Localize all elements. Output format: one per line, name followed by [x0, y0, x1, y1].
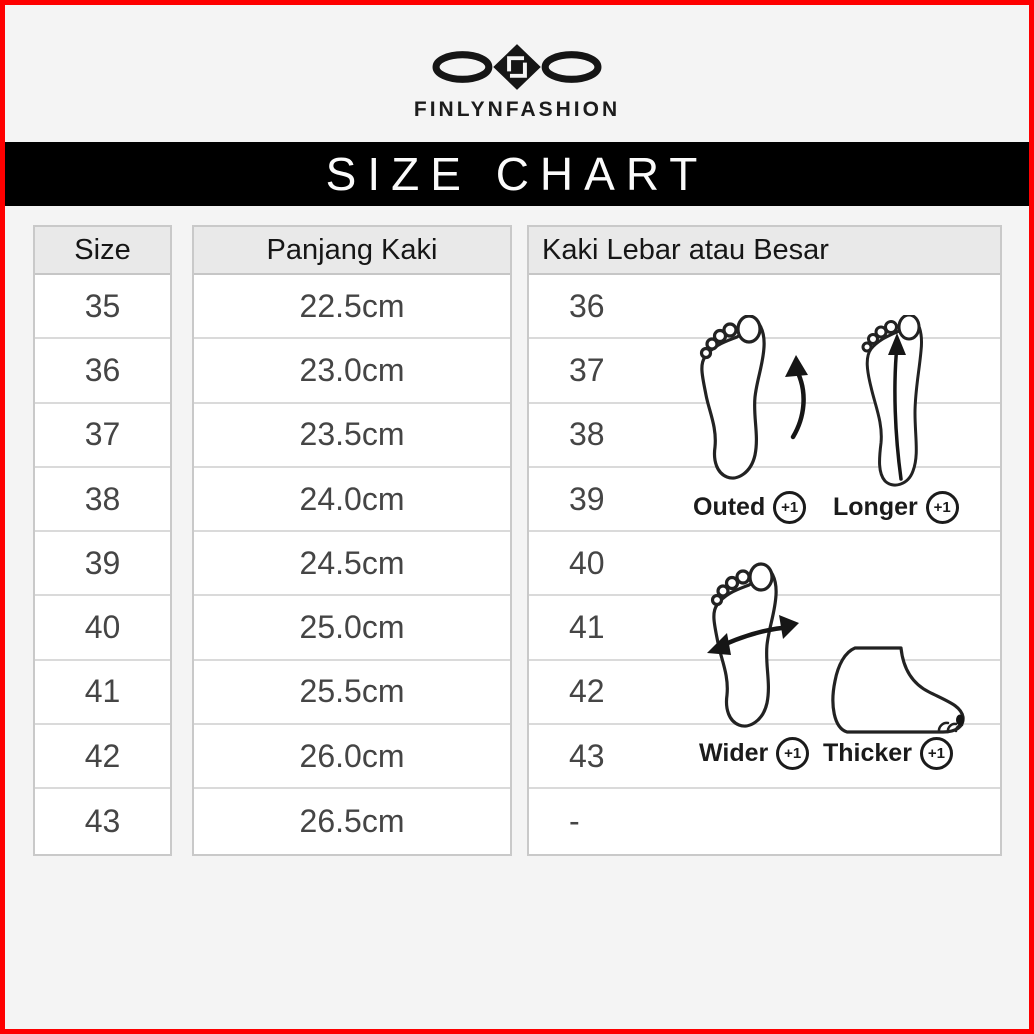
- fit-hint-wider: Wider +1: [699, 737, 810, 770]
- wide-or-big-cell: 38: [529, 403, 1000, 468]
- foot-length-cell: 24.5cm: [194, 532, 510, 597]
- brand-header: FINLYNFASHION: [5, 41, 1029, 122]
- plus-one-badge: +1: [919, 737, 953, 770]
- fit-hint-longer: Longer +1: [833, 491, 959, 524]
- size-cell: 41: [35, 660, 170, 726]
- size-cell: 43: [35, 789, 170, 854]
- foot-length-column-header: Panjang Kaki: [194, 227, 510, 275]
- fit-hint-label: Thicker: [823, 739, 912, 767]
- size-cell: 40: [35, 596, 170, 661]
- size-cell: 38: [35, 467, 170, 533]
- foot-length-cell: 24.0cm: [194, 467, 510, 533]
- foot-length-cell: 25.5cm: [194, 660, 510, 726]
- foot-sole-width-arrow-icon: [707, 562, 799, 728]
- plus-one-badge: +1: [773, 491, 807, 524]
- fit-hint-label: Longer: [833, 493, 918, 521]
- title-banner: SIZE CHART: [5, 142, 1029, 206]
- foot-length-column: Panjang Kaki 22.5cm 23.0cm 23.5cm 24.0cm…: [192, 225, 512, 856]
- title-banner-text: SIZE CHART: [325, 148, 709, 200]
- wide-or-big-cell: 39: [529, 467, 1000, 533]
- foot-length-cell: 22.5cm: [194, 275, 510, 340]
- wide-or-big-column-header: Kaki Lebar atau Besar: [529, 227, 1000, 275]
- size-column-header: Size: [35, 227, 170, 275]
- fit-hint-thicker: Thicker +1: [823, 737, 953, 770]
- brand-logo-icon: [432, 44, 602, 90]
- size-cell: 35: [35, 275, 170, 340]
- foot-sole-outward-arrow-icon: [699, 315, 808, 480]
- size-cell: 37: [35, 403, 170, 468]
- fit-hint-label: Wider: [699, 739, 769, 767]
- foot-length-cell: 26.0cm: [194, 725, 510, 790]
- size-column: Size 35 36 37 38 39 40 41 42 43: [33, 225, 172, 856]
- brand-name: FINLYNFASHION: [413, 98, 621, 121]
- foot-length-cell: 23.5cm: [194, 403, 510, 468]
- foot-length-cell: 25.0cm: [194, 596, 510, 661]
- plus-one-badge: +1: [776, 737, 810, 770]
- fit-hint-outed: Outed +1: [693, 491, 807, 524]
- foot-sole-length-arrow-icon: [861, 315, 923, 487]
- foot-length-cell: 26.5cm: [194, 789, 510, 854]
- foot-length-cell: 23.0cm: [194, 339, 510, 404]
- wide-or-big-cell: -: [529, 789, 1000, 854]
- plus-one-badge: +1: [925, 491, 959, 524]
- size-cell: 39: [35, 532, 170, 597]
- foot-side-profile-icon: [831, 646, 965, 734]
- fit-hint-label: Outed: [693, 493, 766, 521]
- size-cell: 36: [35, 339, 170, 404]
- size-cell: 42: [35, 725, 170, 790]
